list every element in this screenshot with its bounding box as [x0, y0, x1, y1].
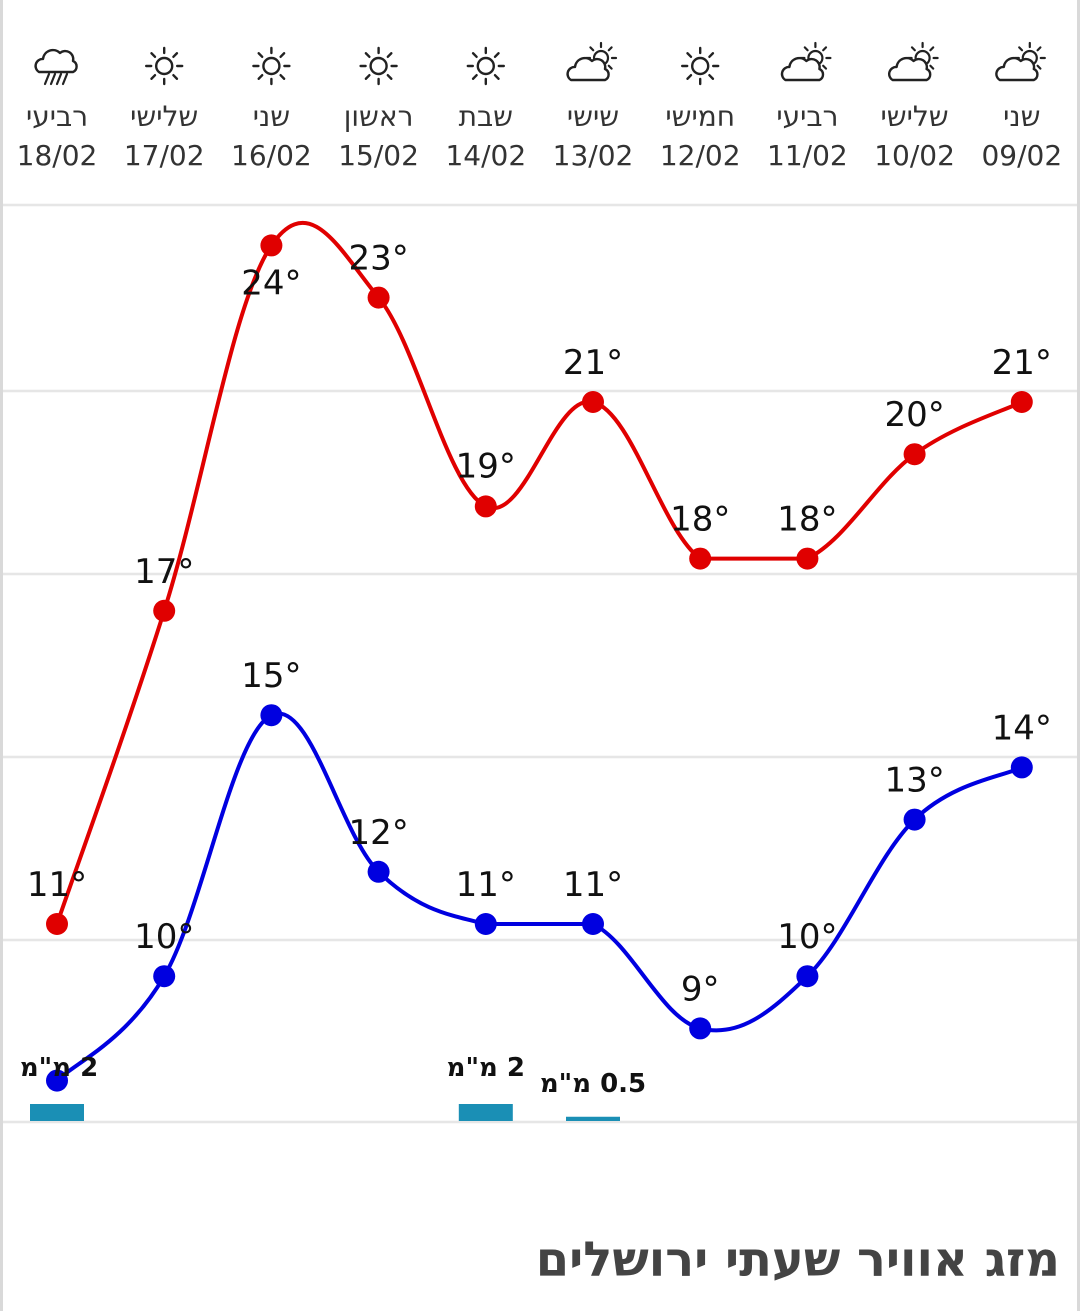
max-temperature-point — [689, 547, 712, 570]
day-label: רביעי — [26, 100, 88, 133]
min-temperature-point — [903, 808, 926, 831]
min-temperature-label: 9° — [681, 969, 720, 1009]
min-temperature-line — [55, 711, 1023, 1083]
min-temperature-point — [153, 965, 176, 988]
min-temperature-label: 10° — [134, 917, 194, 957]
min-temperature-label: 14° — [992, 708, 1052, 748]
max-temperature-label: 24° — [241, 263, 301, 303]
max-temperature-label: 19° — [456, 446, 516, 486]
sun-icon — [144, 46, 184, 86]
partly-cloudy-icon — [888, 41, 939, 82]
day-label: רביעי — [776, 100, 838, 133]
precipitation-bar — [566, 1116, 620, 1121]
partly-cloudy-icon — [566, 41, 618, 82]
max-temperature-label: 17° — [134, 552, 194, 592]
min-temperature-point — [367, 860, 390, 883]
max-temperature-point — [1010, 391, 1033, 413]
precipitation-label: 0.5 מ"מ — [540, 1069, 646, 1099]
min-temperature-point — [1010, 756, 1033, 779]
right-border — [1077, 0, 1080, 1311]
max-temperature-label: 18° — [777, 500, 837, 540]
min-temperature-label: 11° — [456, 865, 516, 905]
max-temperature-point — [903, 443, 926, 466]
min-temperature-label: 13° — [884, 761, 944, 801]
left-border — [0, 0, 3, 1311]
day-label: שלישי — [881, 100, 949, 133]
partly-cloudy-icon — [780, 41, 832, 82]
day-label: חמישי — [665, 100, 735, 133]
max-temperature-label: 23° — [348, 239, 408, 279]
date-label: 17/02 — [124, 139, 205, 172]
date-label: 09/02 — [981, 139, 1062, 172]
day-label: שבת — [459, 100, 513, 133]
date-label: 12/02 — [660, 139, 741, 172]
max-temperature-point — [367, 286, 390, 309]
max-temperature-point — [153, 599, 176, 622]
rain-cloud-icon — [34, 48, 78, 86]
max-temperature-point — [46, 913, 68, 935]
sun-icon — [359, 46, 398, 86]
precipitation-bar — [458, 1104, 513, 1121]
day-label: שני — [253, 100, 290, 133]
sun-icon — [252, 46, 291, 86]
partly-cloudy-icon — [995, 41, 1046, 82]
max-temperature-point — [582, 391, 604, 413]
max-temperature-point — [796, 547, 819, 570]
sun-icon — [466, 46, 505, 86]
min-temperature-point — [796, 965, 819, 988]
min-temperature-point — [689, 1017, 712, 1040]
page-title: מזג אוויר שעתי ירושלים — [535, 1232, 1060, 1288]
day-label: שני — [1003, 100, 1040, 133]
max-temperature-point — [474, 495, 497, 518]
min-temperature-point — [474, 913, 497, 935]
precipitation-bar — [30, 1104, 84, 1121]
date-label: 18/02 — [17, 139, 98, 172]
max-temperature-point — [260, 234, 283, 257]
max-temperature-label: 20° — [884, 395, 944, 435]
min-temperature-label: 11° — [563, 865, 623, 905]
day-label: שישי — [567, 100, 619, 133]
sun-icon — [681, 46, 720, 86]
max-temperature-label: 11° — [27, 865, 87, 905]
min-temperature-point — [46, 1069, 68, 1092]
day-label: ראשון — [344, 100, 414, 133]
date-label: 14/02 — [445, 139, 526, 172]
max-temperature-label: 21° — [563, 343, 623, 383]
min-temperature-label: 10° — [777, 917, 837, 957]
min-temperature-point — [260, 704, 283, 727]
date-label: 10/02 — [874, 139, 955, 172]
date-label: 13/02 — [553, 139, 634, 172]
min-temperature-label: 15° — [241, 656, 301, 696]
min-temperature-point — [582, 913, 604, 935]
date-label: 11/02 — [767, 139, 848, 172]
date-label: 16/02 — [231, 139, 312, 172]
min-temperature-label: 12° — [348, 813, 408, 853]
max-temperature-label: 21° — [992, 343, 1052, 383]
max-temperature-label: 18° — [670, 500, 730, 540]
precipitation-label: 2 מ"מ — [20, 1053, 98, 1083]
precipitation-label: 2 מ"מ — [447, 1053, 525, 1083]
day-label: שלישי — [130, 100, 198, 133]
date-label: 15/02 — [338, 139, 419, 172]
